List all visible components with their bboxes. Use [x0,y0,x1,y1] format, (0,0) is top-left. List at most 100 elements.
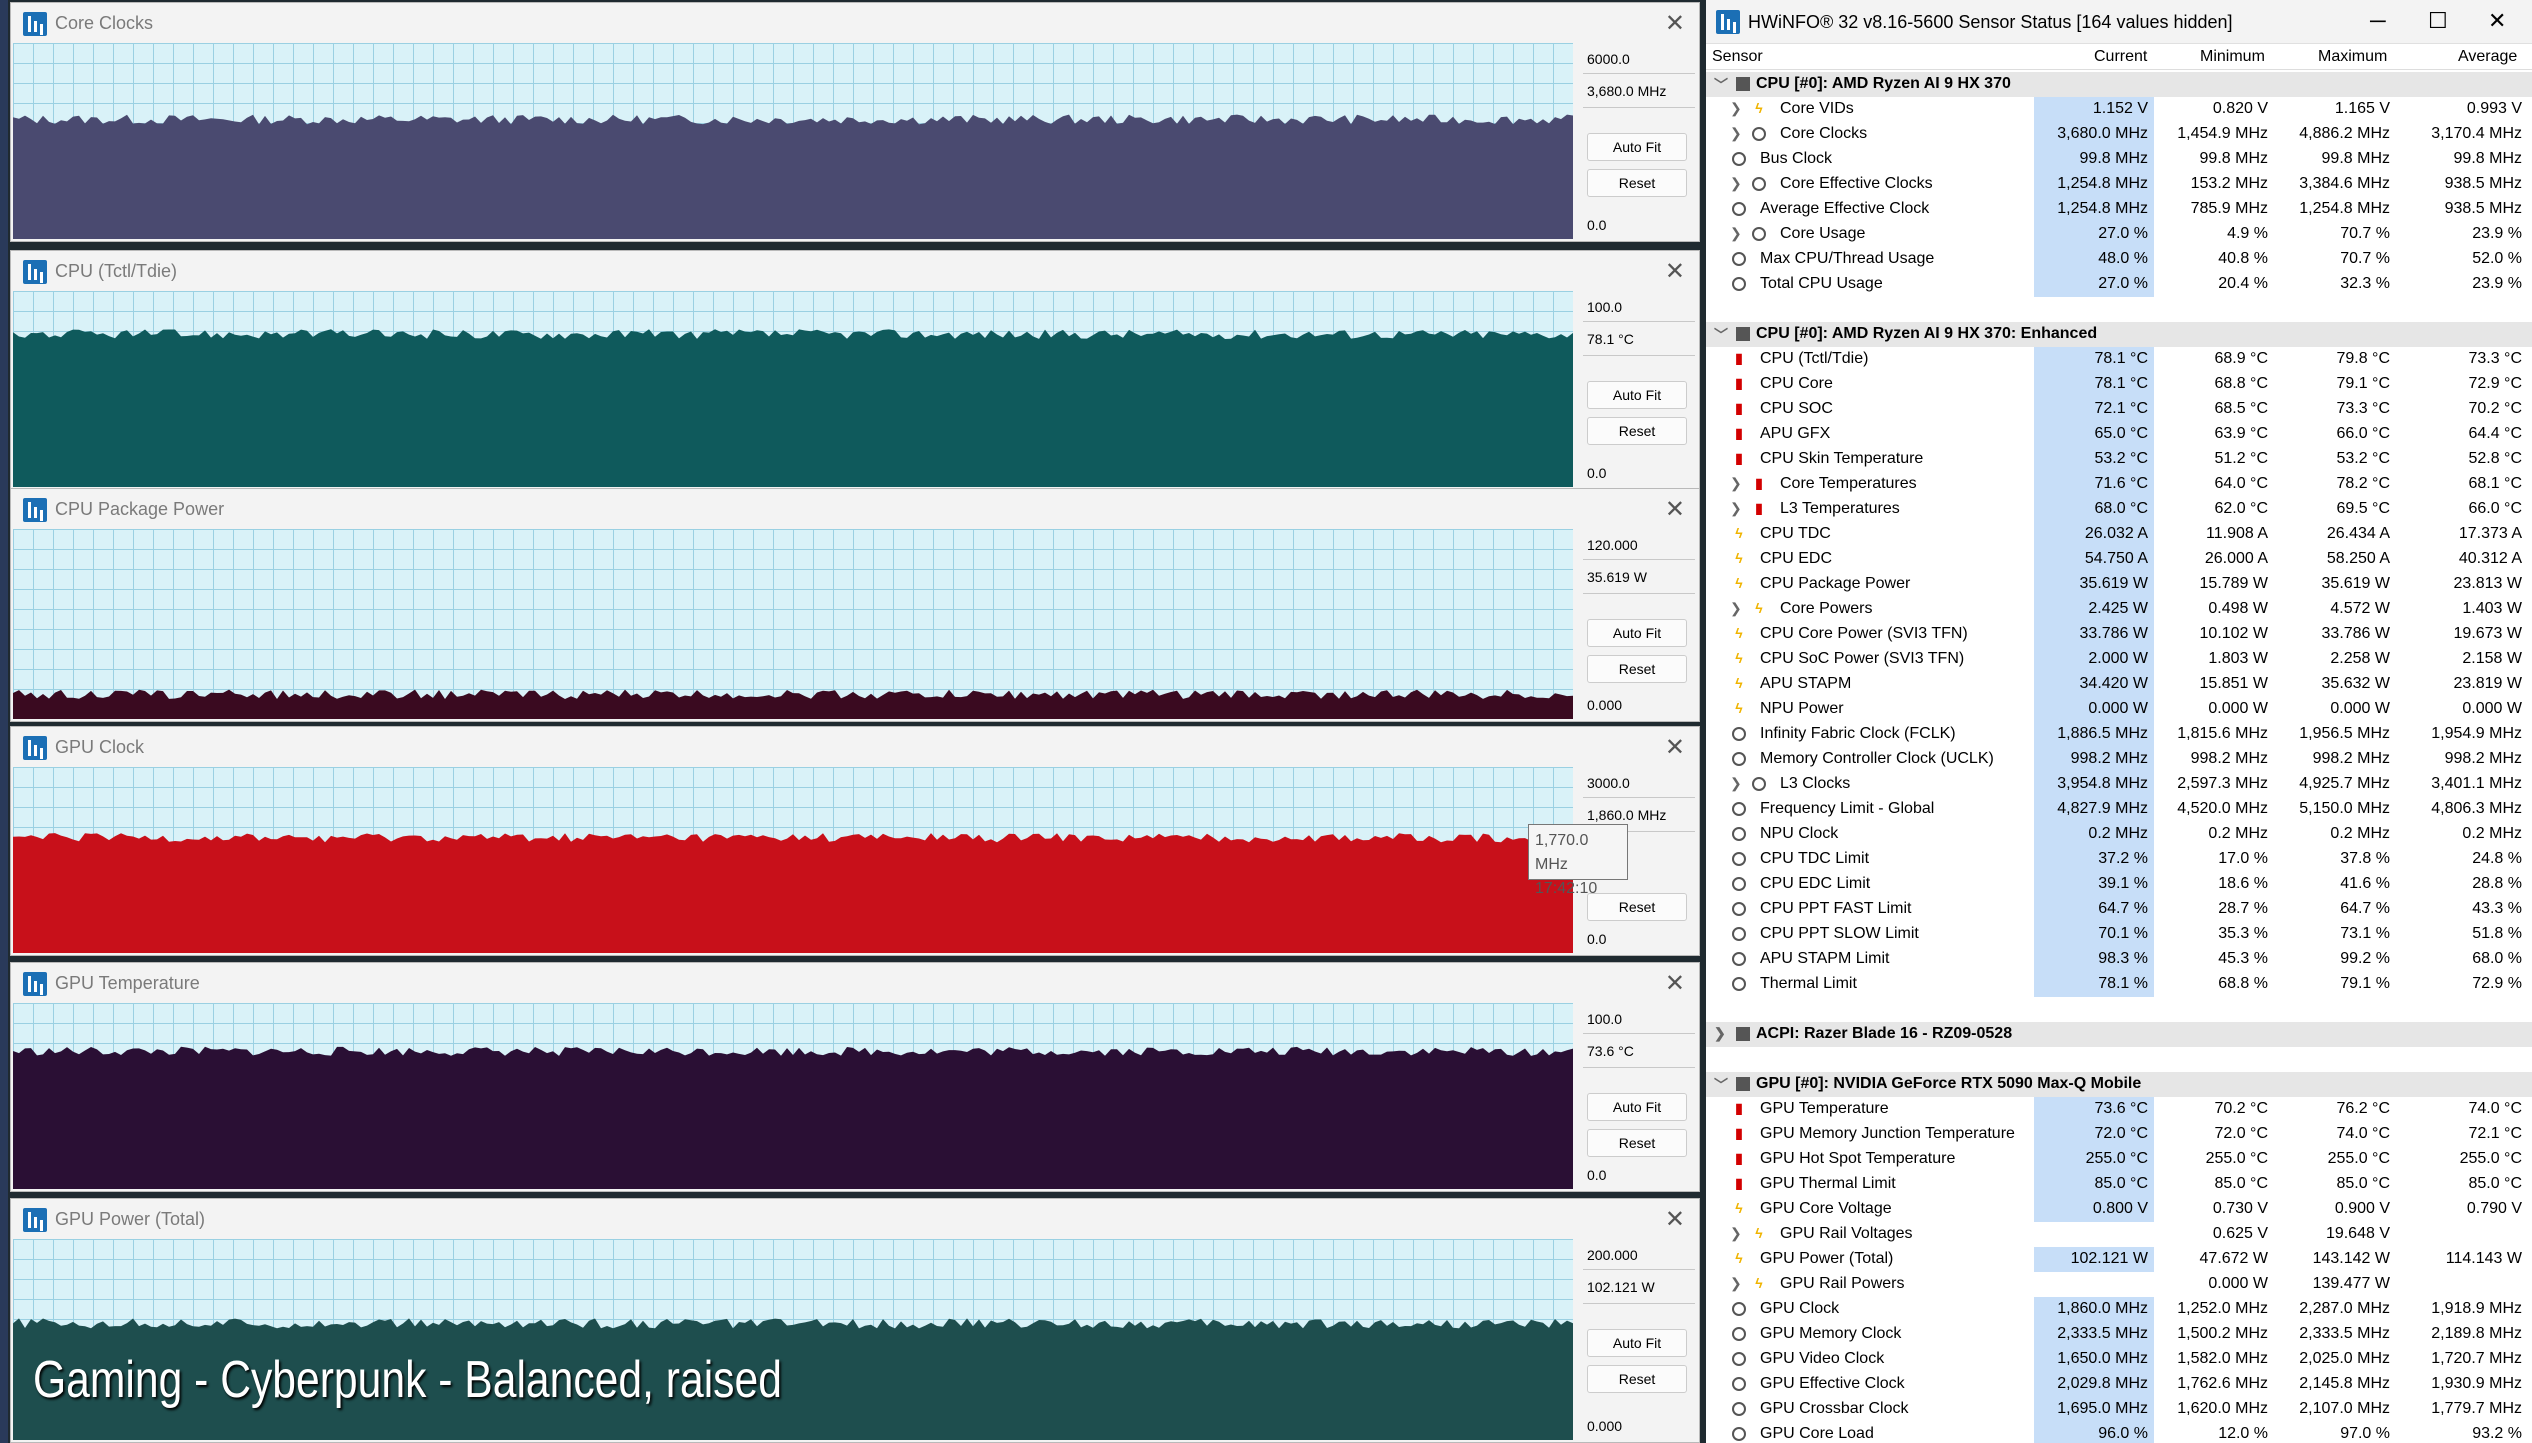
chevron-right-icon[interactable]: ❯ [1730,225,1742,241]
chevron-down-icon[interactable]: ﹀ [1714,327,1728,343]
col-average[interactable]: Average [2458,48,2518,65]
sensor-row[interactable]: ϟ CPU SoC Power (SVI3 TFN) 2.000 W 1.803 W 2… [1706,647,2532,672]
sensor-row[interactable]: GPU Memory Clock 2,333.5 MHz 1,500.2 MHz 2,… [1706,1322,2532,1347]
col-maximum[interactable]: Maximum [2318,48,2388,65]
sensor-row[interactable]: Frequency Limit - Global 4,827.9 MHz 4,520… [1706,797,2532,822]
col-current[interactable]: Current [2094,48,2148,65]
reset-button[interactable]: Reset [1587,655,1687,683]
close-icon[interactable]: ✕ [1664,10,1685,37]
sensor-row[interactable]: ϟ CPU TDC 26.032 A 11.908 A 26.434 A 17.373 A [1706,522,2532,547]
sensor-window-titlebar[interactable]: HWiNFO® 32 v8.16-5600 Sensor Status [164… [1706,0,2532,44]
chevron-down-icon[interactable]: ﹀ [1714,77,1728,93]
col-minimum[interactable]: Minimum [2200,48,2265,65]
close-icon[interactable]: ✕ [1664,1206,1685,1233]
auto-fit-button[interactable]: Auto Fit [1587,1093,1687,1121]
col-sensor[interactable]: Sensor [1712,48,1763,65]
sensor-label: GPU Hot Spot Temperature [1760,1150,1956,1167]
sensor-row[interactable]: GPU Effective Clock 2,029.8 MHz 1,762.6 MH… [1706,1372,2532,1397]
sensor-row[interactable]: ϟ GPU Power (Total) 102.121 W 47.672 W 143.1… [1706,1247,2532,1272]
graph-titlebar[interactable]: Core Clocks ✕ [11,3,1699,43]
sensor-row[interactable]: APU STAPM Limit 98.3 % 45.3 % 99.2 % 68.0 % [1706,947,2532,972]
sensor-row[interactable]: ▮ GPU Memory Junction Temperature 72.0 °C 7… [1706,1122,2532,1147]
sensor-row[interactable]: ❯ Core Clocks 3,680.0 MHz 1,454.9 MHz 4,886.… [1706,122,2532,147]
sensor-row[interactable]: ϟ GPU Core Voltage 0.800 V 0.730 V 0.900 V 0.… [1706,1197,2532,1222]
sensor-group[interactable]: ❯ ACPI: Razer Blade 16 - RZ09-0528 [1706,1022,2532,1047]
sensor-row[interactable]: CPU EDC Limit 39.1 % 18.6 % 41.6 % 28.8 % [1706,872,2532,897]
sensor-row[interactable]: ❯ ϟ Core VIDs 1.152 V 0.820 V 1.165 V 0.993 V [1706,97,2532,122]
sensor-row[interactable]: NPU Clock 0.2 MHz 0.2 MHz 0.2 MHz 0.2 MHz [1706,822,2532,847]
sensor-row[interactable]: CPU PPT SLOW Limit 70.1 % 35.3 % 73.1 % 51.8… [1706,922,2532,947]
chevron-right-icon[interactable]: ❯ [1730,475,1742,491]
close-icon[interactable]: ✕ [2488,8,2507,33]
sensor-row[interactable]: ▮ CPU SOC 72.1 °C 68.5 °C 73.3 °C 70.2 °C [1706,397,2532,422]
chevron-right-icon[interactable]: ❯ [1714,1025,1726,1041]
chip-icon [1736,1077,1750,1091]
sensor-row[interactable]: ϟ NPU Power 0.000 W 0.000 W 0.000 W 0.000 W [1706,697,2532,722]
chevron-right-icon[interactable]: ❯ [1730,1275,1742,1291]
reset-button[interactable]: Reset [1587,893,1687,921]
chevron-right-icon[interactable]: ❯ [1730,500,1742,516]
sensor-row[interactable]: ❯ L3 Clocks 3,954.8 MHz 2,597.3 MHz 4,925.7 … [1706,772,2532,797]
sensor-row[interactable]: ❯ Core Usage 27.0 % 4.9 % 70.7 % 23.9 % [1706,222,2532,247]
chevron-right-icon[interactable]: ❯ [1730,175,1742,191]
sensor-row[interactable]: GPU Crossbar Clock 1,695.0 MHz 1,620.0 MHz… [1706,1397,2532,1422]
graph-titlebar[interactable]: GPU Clock ✕ [11,727,1699,767]
sensor-row[interactable]: GPU Core Load 96.0 % 12.0 % 97.0 % 93.2 % [1706,1422,2532,1443]
sensor-row[interactable]: ϟ APU STAPM 34.420 W 15.851 W 35.632 W 23.819… [1706,672,2532,697]
chevron-right-icon[interactable]: ❯ [1730,600,1742,616]
minimize-icon[interactable]: ─ [2370,8,2386,33]
reset-button[interactable]: Reset [1587,1365,1687,1393]
sensor-group[interactable]: ﹀ GPU [#0]: NVIDIA GeForce RTX 5090 Max-Q… [1706,1072,2532,1097]
reset-button[interactable]: Reset [1587,169,1687,197]
auto-fit-button[interactable]: Auto Fit [1587,619,1687,647]
close-icon[interactable]: ✕ [1664,734,1685,761]
graph-titlebar[interactable]: CPU Package Power ✕ [11,489,1699,529]
close-icon[interactable]: ✕ [1664,496,1685,523]
close-icon[interactable]: ✕ [1664,258,1685,285]
sensor-row[interactable]: CPU PPT FAST Limit 64.7 % 28.7 % 64.7 % 43.3… [1706,897,2532,922]
sensor-group[interactable]: ﹀ CPU [#0]: AMD Ryzen AI 9 HX 370 [1706,72,2532,97]
sensor-row[interactable]: ❯ ▮ Core Temperatures 71.6 °C 64.0 °C 78.2 °C… [1706,472,2532,497]
close-icon[interactable]: ✕ [1664,970,1685,997]
auto-fit-button[interactable]: Auto Fit [1587,381,1687,409]
sensor-row[interactable]: ▮ GPU Hot Spot Temperature 255.0 °C 255.0 °… [1706,1147,2532,1172]
sensor-row[interactable]: ϟ CPU Package Power 35.619 W 15.789 W 35.619… [1706,572,2532,597]
sensor-group[interactable]: ﹀ CPU [#0]: AMD Ryzen AI 9 HX 370: Enhanc… [1706,322,2532,347]
sensor-row[interactable]: ϟ CPU Core Power (SVI3 TFN) 33.786 W 10.102… [1706,622,2532,647]
chevron-right-icon[interactable]: ❯ [1730,1225,1742,1241]
sensor-row[interactable]: Max CPU/Thread Usage 48.0 % 40.8 % 70.7 % 52… [1706,247,2532,272]
sensor-row[interactable]: ❯ ϟ GPU Rail Powers 0.000 W 139.477 W [1706,1272,2532,1297]
chevron-right-icon[interactable]: ❯ [1730,775,1742,791]
chevron-right-icon[interactable]: ❯ [1730,100,1742,116]
graph-titlebar[interactable]: CPU (Tctl/Tdie) ✕ [11,251,1699,291]
graph-titlebar[interactable]: GPU Temperature ✕ [11,963,1699,1003]
sensor-row[interactable]: ▮ APU GFX 65.0 °C 63.9 °C 66.0 °C 64.4 °C [1706,422,2532,447]
sensor-row[interactable]: Infinity Fabric Clock (FCLK) 1,886.5 MHz 1… [1706,722,2532,747]
sensor-row[interactable]: Thermal Limit 78.1 % 68.8 % 79.1 % 72.9 % [1706,972,2532,997]
sensor-row[interactable]: ▮ CPU (Tctl/Tdie) 78.1 °C 68.9 °C 79.8 °C 73.… [1706,347,2532,372]
sensor-row[interactable]: ❯ ▮ L3 Temperatures 68.0 °C 62.0 °C 69.5 °C 66… [1706,497,2532,522]
sensor-row[interactable]: Memory Controller Clock (UCLK) 998.2 MHz 9… [1706,747,2532,772]
sensor-row[interactable]: ϟ CPU EDC 54.750 A 26.000 A 58.250 A 40.312 A [1706,547,2532,572]
chevron-right-icon[interactable]: ❯ [1730,125,1742,141]
sensor-row[interactable]: ▮ CPU Core 78.1 °C 68.8 °C 79.1 °C 72.9 °C [1706,372,2532,397]
sensor-row[interactable]: Total CPU Usage 27.0 % 20.4 % 32.3 % 23.9 % [1706,272,2532,297]
sensor-row[interactable]: Average Effective Clock 1,254.8 MHz 785.9 … [1706,197,2532,222]
reset-button[interactable]: Reset [1587,1129,1687,1157]
maximize-icon[interactable]: ☐ [2428,8,2448,33]
graph-titlebar[interactable]: GPU Power (Total) ✕ [11,1199,1699,1239]
reset-button[interactable]: Reset [1587,417,1687,445]
auto-fit-button[interactable]: Auto Fit [1587,1329,1687,1357]
sensor-row[interactable]: GPU Clock 1,860.0 MHz 1,252.0 MHz 2,287.0 M… [1706,1297,2532,1322]
sensor-row[interactable]: ❯ Core Effective Clocks 1,254.8 MHz 153.2 M… [1706,172,2532,197]
sensor-row[interactable]: ▮ GPU Temperature 73.6 °C 70.2 °C 76.2 °C 74.… [1706,1097,2532,1122]
sensor-row[interactable]: Bus Clock 99.8 MHz 99.8 MHz 99.8 MHz 99.8 MH… [1706,147,2532,172]
sensor-row[interactable]: ▮ CPU Skin Temperature 53.2 °C 51.2 °C 53.2 … [1706,447,2532,472]
chevron-down-icon[interactable]: ﹀ [1714,1077,1728,1093]
sensor-row[interactable]: ❯ ϟ Core Powers 2.425 W 0.498 W 4.572 W 1.403 … [1706,597,2532,622]
auto-fit-button[interactable]: Auto Fit [1587,133,1687,161]
sensor-row[interactable]: GPU Video Clock 1,650.0 MHz 1,582.0 MHz 2,0… [1706,1347,2532,1372]
sensor-row[interactable]: ▮ GPU Thermal Limit 85.0 °C 85.0 °C 85.0 °C 8… [1706,1172,2532,1197]
sensor-row[interactable]: ❯ ϟ GPU Rail Voltages 0.625 V 19.648 V [1706,1222,2532,1247]
sensor-row[interactable]: CPU TDC Limit 37.2 % 17.0 % 37.8 % 24.8 % [1706,847,2532,872]
